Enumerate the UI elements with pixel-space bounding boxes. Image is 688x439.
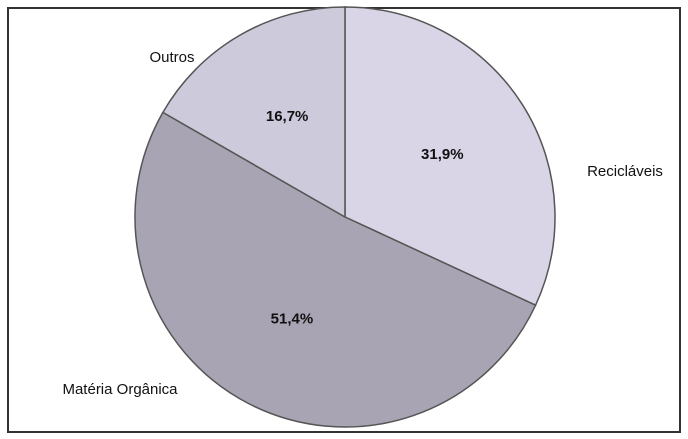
pie-slice xyxy=(161,6,346,219)
pie-slice xyxy=(344,6,556,307)
slice-category-label: Matéria Orgânica xyxy=(62,381,178,398)
slice-value-label: 16,7% xyxy=(266,108,309,125)
slice-category-label: Outros xyxy=(149,49,194,66)
pie-slice xyxy=(134,111,537,428)
slice-category-label: Recicláveis xyxy=(587,163,663,180)
slice-value-label: 31,9% xyxy=(421,146,464,163)
slice-value-label: 51,4% xyxy=(271,311,314,328)
